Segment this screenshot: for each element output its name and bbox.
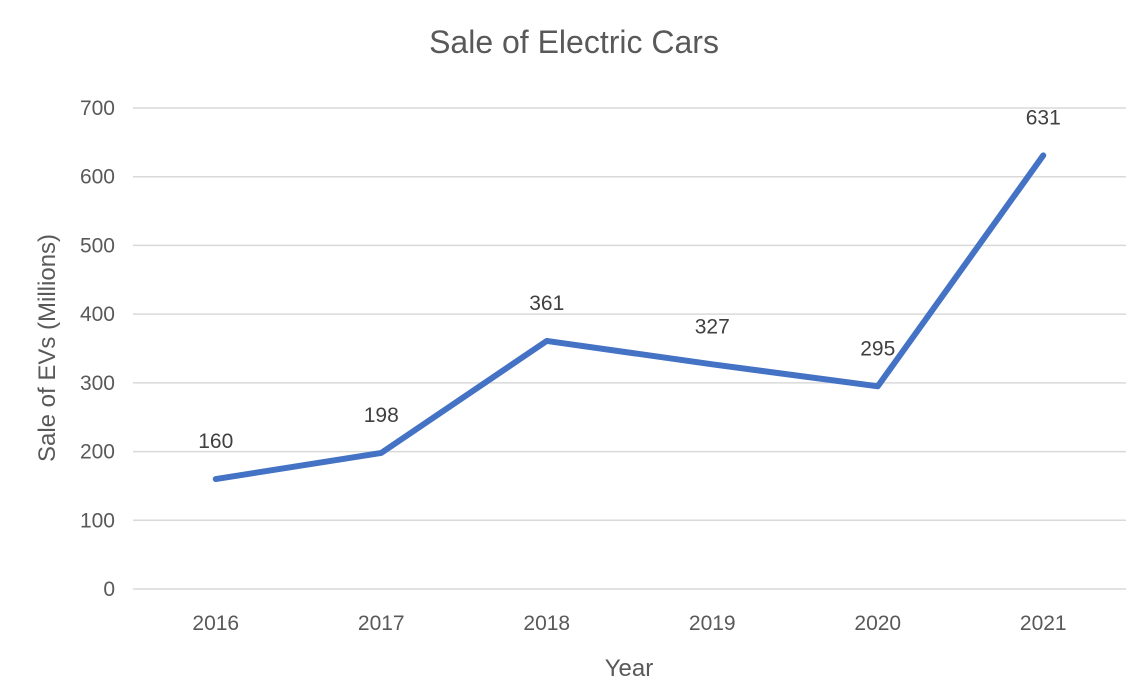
gridlines <box>133 107 1126 590</box>
data-label: 295 <box>860 337 895 360</box>
y-tick-label: 500 <box>80 234 115 257</box>
data-label: 198 <box>364 404 399 427</box>
y-tick-label: 400 <box>80 303 115 326</box>
x-tick-label: 2021 <box>1020 612 1067 635</box>
data-label: 631 <box>1026 106 1061 129</box>
data-label: 327 <box>695 315 730 338</box>
y-tick-label: 600 <box>80 166 115 189</box>
data-label: 160 <box>198 430 233 453</box>
data-labels: 160 198 361 327 295 631 <box>198 106 1061 453</box>
y-tick-label: 100 <box>80 509 115 532</box>
data-label: 361 <box>529 292 564 315</box>
series <box>212 152 1047 483</box>
y-tick-label: 300 <box>80 372 115 395</box>
x-tick-label: 2020 <box>854 612 901 635</box>
x-axis-ticks: 2016 2017 2018 2019 2020 2021 <box>192 612 1066 635</box>
x-tick-label: 2019 <box>689 612 736 635</box>
x-tick-label: 2018 <box>523 612 570 635</box>
y-axis-title: Sale of EVs (Millions) <box>34 234 61 462</box>
y-tick-label: 700 <box>80 97 115 120</box>
x-tick-label: 2016 <box>192 612 239 635</box>
series-line <box>212 152 1047 483</box>
y-tick-label: 200 <box>80 441 115 464</box>
x-axis-title: Year <box>605 655 654 682</box>
y-tick-label: 0 <box>103 578 115 601</box>
chart-title: Sale of Electric Cars <box>429 24 719 60</box>
x-tick-label: 2017 <box>358 612 405 635</box>
y-axis-ticks: 0 100 200 300 400 500 600 700 <box>80 97 115 601</box>
